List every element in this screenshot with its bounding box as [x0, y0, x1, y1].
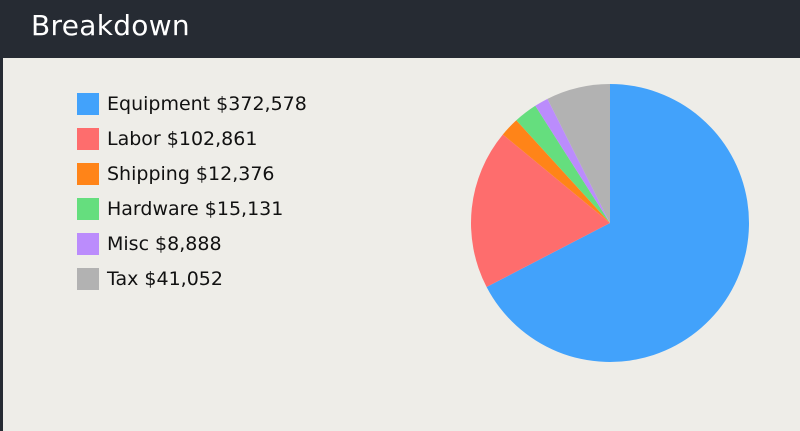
panel-title: Breakdown [31, 9, 190, 42]
legend-swatch-equipment [77, 92, 99, 115]
pie-slice-misc [535, 98, 610, 223]
legend-label-labor: Labor $102,861 [107, 127, 258, 150]
legend-item-equipment: Equipment $372,578 [77, 86, 307, 121]
pie-slice-labor [471, 134, 610, 287]
pie-slice-shipping [502, 120, 610, 223]
legend-label-tax: Tax $41,052 [107, 267, 223, 290]
legend-swatch-labor [77, 127, 99, 150]
legend-item-hardware: Hardware $15,131 [77, 191, 307, 226]
legend-label-equipment: Equipment $372,578 [107, 92, 307, 115]
chart-legend: Equipment $372,578 Labor $102,861 Shippi… [77, 86, 307, 296]
pie-chart [471, 84, 749, 362]
legend-swatch-misc [77, 232, 99, 255]
pie-slice-tax [547, 84, 610, 223]
legend-item-shipping: Shipping $12,376 [77, 156, 307, 191]
legend-swatch-shipping [77, 162, 99, 185]
pie-slice-hardware [516, 105, 610, 223]
pie-slice-equipment [486, 84, 749, 362]
legend-item-misc: Misc $8,888 [77, 226, 307, 261]
legend-label-hardware: Hardware $15,131 [107, 197, 284, 220]
legend-item-tax: Tax $41,052 [77, 261, 307, 296]
legend-label-shipping: Shipping $12,376 [107, 162, 275, 185]
legend-swatch-hardware [77, 197, 99, 220]
legend-swatch-tax [77, 267, 99, 290]
legend-item-labor: Labor $102,861 [77, 121, 307, 156]
panel-header: Breakdown [3, 0, 800, 58]
legend-label-misc: Misc $8,888 [107, 232, 222, 255]
